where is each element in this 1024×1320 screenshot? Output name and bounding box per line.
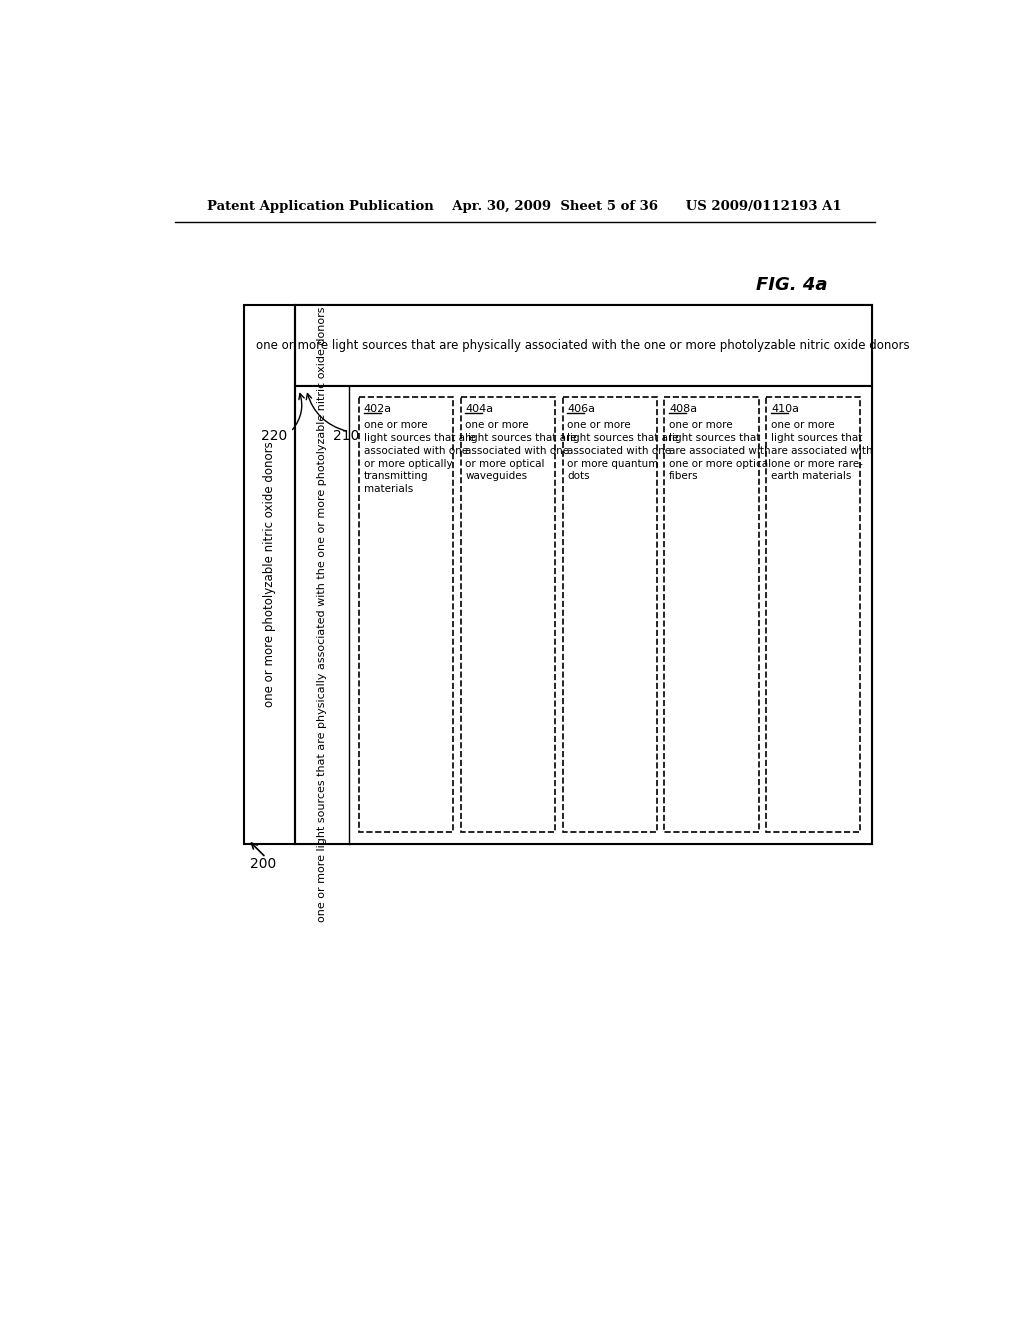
Bar: [461, 397, 555, 832]
Bar: [245, 305, 872, 843]
Text: one or more
light sources that are
associated with one
or more optically
transmi: one or more light sources that are assoc…: [364, 420, 475, 494]
Bar: [562, 397, 656, 832]
Text: 220: 220: [261, 429, 287, 442]
Text: Patent Application Publication    Apr. 30, 2009  Sheet 5 of 36      US 2009/0112: Patent Application Publication Apr. 30, …: [208, 199, 842, 213]
Bar: [766, 397, 860, 832]
Text: 402a: 402a: [364, 404, 392, 414]
Text: one or more
light sources that
are associated with
one or more rare-
earth mater: one or more light sources that are assoc…: [771, 420, 872, 482]
Text: 200: 200: [251, 857, 276, 871]
Text: one or more
light sources that
are associated with
one or more optical
fibers: one or more light sources that are assoc…: [669, 420, 771, 482]
Text: 410a: 410a: [771, 404, 799, 414]
Text: one or more
light sources that are
associated with one
or more quantum
dots: one or more light sources that are assoc…: [567, 420, 679, 482]
Text: one or more light sources that are physically associated with the one or more ph: one or more light sources that are physi…: [316, 306, 327, 923]
Bar: [665, 397, 759, 832]
Text: one or more light sources that are physically associated with the one or more ph: one or more light sources that are physi…: [256, 339, 910, 351]
Text: 406a: 406a: [567, 404, 595, 414]
Text: FIG. 4a: FIG. 4a: [756, 276, 827, 294]
Text: one or more photolyzable nitric oxide donors: one or more photolyzable nitric oxide do…: [263, 441, 275, 708]
Text: 210: 210: [334, 429, 359, 442]
Text: one or more
light sources that are
associated with one
or more optical
waveguide: one or more light sources that are assoc…: [466, 420, 577, 482]
Bar: [295, 385, 872, 843]
Bar: [359, 397, 453, 832]
Text: 404a: 404a: [466, 404, 494, 414]
Bar: [295, 305, 872, 385]
Text: 408a: 408a: [669, 404, 697, 414]
